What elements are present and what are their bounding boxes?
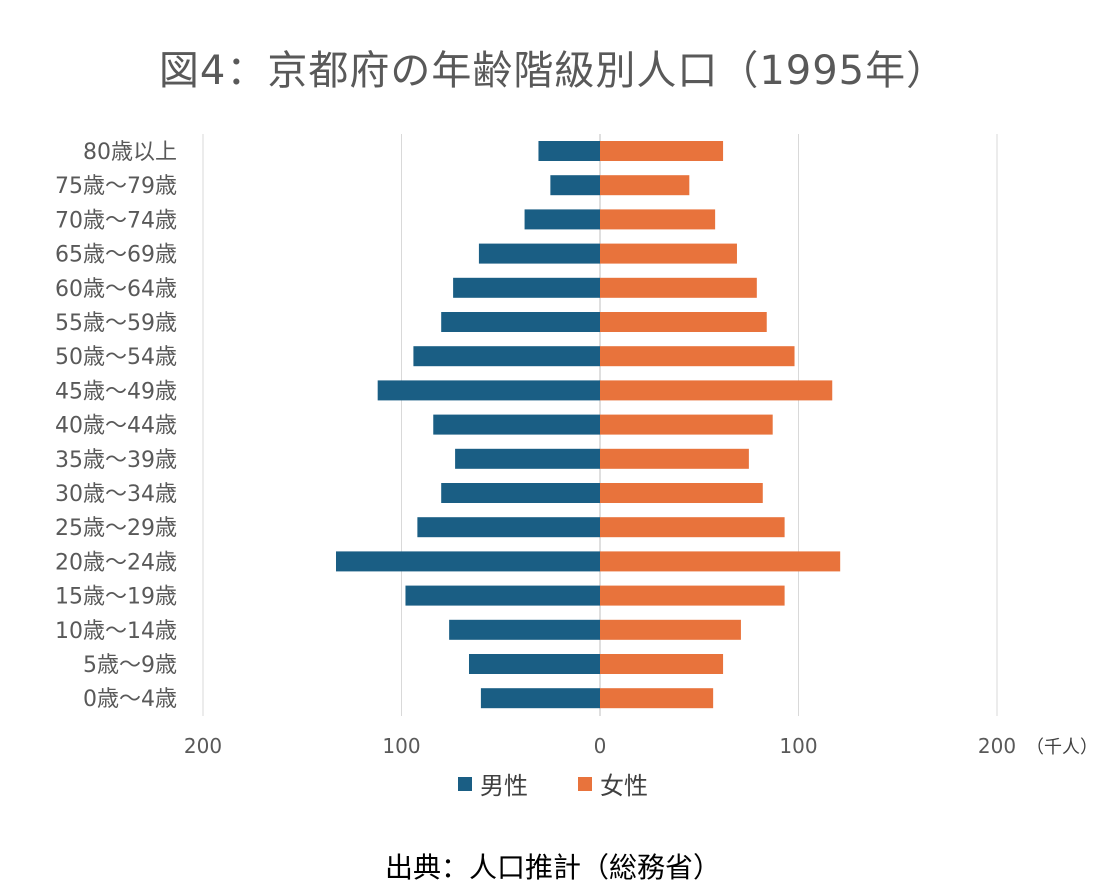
bar-male xyxy=(413,346,600,367)
legend-label-male: 男性 xyxy=(480,772,528,800)
bar-female xyxy=(600,688,714,709)
category-label: 45歳〜49歳 xyxy=(55,379,177,404)
bar-male xyxy=(524,209,600,230)
bar-female xyxy=(600,312,767,332)
bar-male xyxy=(480,688,600,709)
category-label: 25歳〜29歳 xyxy=(55,516,177,541)
bar-male xyxy=(538,141,600,161)
bar-female xyxy=(600,243,737,264)
category-label: 55歳〜59歳 xyxy=(55,311,177,336)
legend-swatch-female xyxy=(578,776,592,791)
bar-male xyxy=(441,483,600,503)
x-tick-labels: 200 100 0 100 200 xyxy=(184,734,1016,758)
category-label: 70歳〜74歳 xyxy=(55,208,177,233)
bar-female xyxy=(600,448,749,469)
x-tick-label: 200 xyxy=(978,734,1016,758)
bar-male xyxy=(335,551,600,572)
bar-female xyxy=(600,380,833,401)
bar-male xyxy=(455,448,600,469)
x-tick-label: 200 xyxy=(184,734,222,758)
bar-male xyxy=(550,175,600,196)
bars xyxy=(335,141,841,709)
bar-male xyxy=(417,517,600,538)
category-label: 30歳〜34歳 xyxy=(55,482,177,507)
category-label: 50歳〜54歳 xyxy=(55,345,177,370)
bar-female xyxy=(600,141,724,161)
category-labels: 80歳以上 75歳〜79歳 70歳〜74歳 65歳〜69歳 60歳〜64歳 55歳〜59歳… xyxy=(55,140,177,712)
category-label: 5歳〜9歳 xyxy=(83,653,177,678)
bar-female xyxy=(600,414,773,435)
category-label: 60歳〜64歳 xyxy=(55,277,177,302)
legend-item-male: 男性 xyxy=(458,766,528,801)
category-label: 0歳〜4歳 xyxy=(83,687,177,712)
category-label: 75歳〜79歳 xyxy=(55,174,177,199)
bar-male xyxy=(453,277,600,298)
bar-female xyxy=(600,175,690,196)
bar-female xyxy=(600,619,741,640)
category-label: 40歳〜44歳 xyxy=(55,414,177,439)
source-note: 出典：人口推計（総務省） xyxy=(384,851,721,884)
category-label: 65歳〜69歳 xyxy=(55,243,177,268)
legend: 男性 女性 xyxy=(0,766,1106,801)
grid-lines xyxy=(202,134,998,716)
bar-female xyxy=(600,585,785,606)
category-label: 10歳〜14歳 xyxy=(55,619,177,644)
legend-swatch-male xyxy=(458,776,472,791)
category-label: 35歳〜39歳 xyxy=(55,448,177,473)
bar-female xyxy=(600,551,841,572)
bar-female xyxy=(600,209,716,230)
x-tick-label: 100 xyxy=(382,734,420,758)
x-tick-label: 100 xyxy=(779,734,817,758)
category-label: 80歳以上 xyxy=(83,140,177,165)
bar-male xyxy=(405,585,600,606)
bar-female xyxy=(600,483,763,503)
bar-male xyxy=(468,654,600,674)
bar-male xyxy=(377,380,600,401)
category-label: 20歳〜24歳 xyxy=(55,550,177,575)
bar-female xyxy=(600,346,795,367)
x-unit-label: （千人） xyxy=(1026,737,1098,758)
bar-female xyxy=(600,654,724,674)
category-label: 15歳〜19歳 xyxy=(55,585,177,610)
legend-label-female: 女性 xyxy=(600,772,648,800)
bar-male xyxy=(433,414,600,435)
bar-male xyxy=(449,619,600,640)
chart-title: 図4：京都府の年齢階級別人口（1995年） xyxy=(158,48,948,94)
bar-male xyxy=(478,243,600,264)
x-tick-label: 0 xyxy=(594,734,607,758)
legend-item-female: 女性 xyxy=(578,766,648,801)
bar-female xyxy=(600,277,757,298)
bar-male xyxy=(441,312,600,332)
bar-female xyxy=(600,517,785,538)
